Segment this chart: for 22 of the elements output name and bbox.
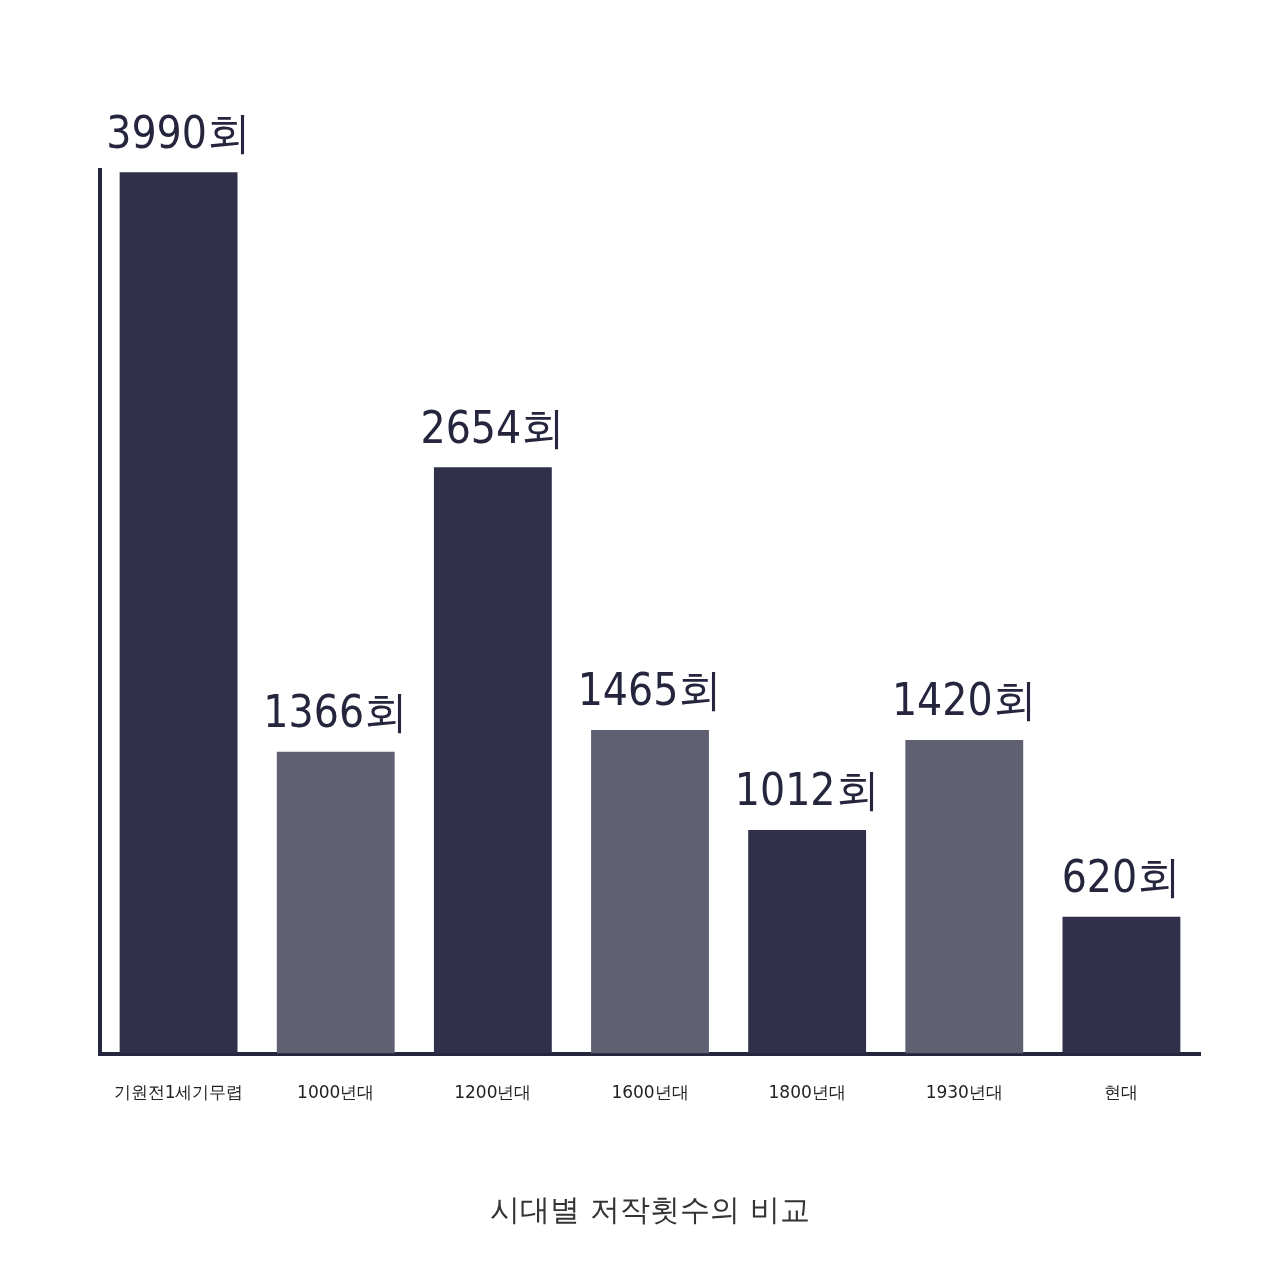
x-tick-label: 기원전1세기무렵 bbox=[113, 1082, 244, 1103]
data-label: 1366회 bbox=[263, 686, 409, 738]
bar bbox=[748, 830, 867, 1054]
bar bbox=[905, 739, 1024, 1054]
x-tick-label: 현대 bbox=[1104, 1082, 1139, 1103]
bar bbox=[433, 467, 552, 1054]
data-label: 1465회 bbox=[577, 664, 723, 716]
text: 시대별 저작횟수의 비교 bbox=[490, 1191, 810, 1227]
bar bbox=[1062, 916, 1181, 1054]
bar bbox=[119, 172, 238, 1054]
data-label: 3990회 bbox=[106, 106, 251, 158]
x-tick-label: 1000년대 bbox=[297, 1082, 375, 1103]
data-label: 2654회 bbox=[420, 401, 566, 453]
x-tick-label: 1800년대 bbox=[768, 1082, 846, 1103]
x-tick-label: 1930년대 bbox=[925, 1082, 1003, 1103]
x-tick-label: 1200년대 bbox=[454, 1082, 532, 1103]
data-label: 1012회 bbox=[734, 764, 880, 816]
data-label: 1420회 bbox=[891, 674, 1037, 726]
x-tick-label: 1600년대 bbox=[611, 1082, 689, 1103]
data-label: 620회 bbox=[1061, 851, 1182, 903]
bar bbox=[276, 751, 395, 1054]
bar bbox=[591, 729, 709, 1054]
